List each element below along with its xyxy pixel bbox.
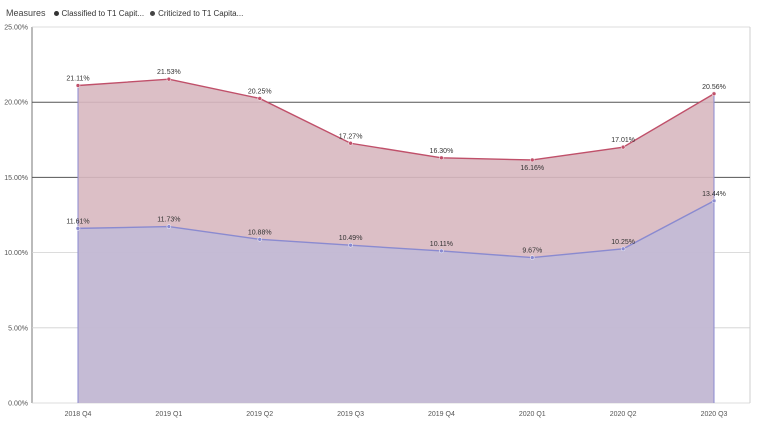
data-label: 16.16%	[520, 165, 544, 172]
data-point	[620, 246, 626, 252]
legend-dot-icon	[53, 10, 59, 16]
data-label: 16.30%	[430, 148, 454, 155]
series-area	[78, 200, 714, 403]
x-tick-label: 2019 Q2	[246, 411, 273, 418]
data-label: 21.11%	[66, 76, 89, 83]
y-axis: 0.00% 5.00% 10.00% 15.00% 20.00% 25.00%	[4, 25, 28, 408]
y-tick-label: 15.00%	[4, 175, 28, 182]
data-point	[711, 91, 717, 97]
y-tick-label: 0.00%	[8, 401, 28, 408]
data-label: 21.53%	[157, 69, 181, 76]
x-tick-label: 2019 Q1	[155, 411, 182, 418]
y-tick-label: 20.00%	[4, 100, 28, 107]
series-line	[77, 78, 715, 161]
data-labels: 21.11% 21.53% 20.25% 17.27% 16.30% 16.16% 17.0…	[66, 69, 725, 254]
data-label: 17.27%	[339, 133, 363, 140]
data-point	[75, 83, 81, 88]
legend-dot-icon	[150, 10, 156, 16]
y-tick-label: 10.00%	[4, 250, 28, 257]
data-label: 17.01%	[611, 137, 635, 144]
data-point	[439, 248, 444, 254]
x-tick-label: 2020 Q3	[701, 411, 728, 418]
x-axis: 2018 Q4 2019 Q1 2019 Q2 2019 Q3 2019 Q4 2020 …	[65, 411, 728, 418]
data-point	[257, 96, 262, 101]
data-point	[530, 157, 535, 163]
legend-label-criticized: Criticized to T1 Capita...	[158, 8, 244, 18]
legend-title: Measures	[6, 8, 46, 18]
line-series	[77, 78, 715, 403]
x-tick-label: 2019 Q3	[337, 411, 364, 418]
x-tick-label: 2018 Q4	[65, 411, 92, 418]
data-point	[348, 242, 353, 248]
y-tick-label: 25.00%	[4, 25, 28, 32]
data-points	[75, 76, 717, 260]
data-point	[530, 255, 535, 260]
data-point	[348, 141, 353, 146]
data-label: 11.61%	[66, 218, 89, 225]
data-label: 20.56%	[702, 84, 726, 91]
chart-legend: Measures Classified to T1 Capit... Criti…	[6, 6, 243, 20]
data-point	[257, 237, 262, 242]
data-label: 10.11%	[430, 241, 453, 248]
data-point	[439, 155, 444, 161]
data-label: 10.25%	[611, 239, 635, 246]
x-tick-label: 2019 Q4	[428, 411, 455, 418]
data-point	[166, 76, 172, 82]
legend-item-classified[interactable]: Classified to T1 Capit...	[53, 8, 145, 18]
data-label: 10.88%	[248, 229, 272, 236]
data-point	[75, 226, 81, 231]
data-point	[711, 198, 717, 204]
area-series	[78, 79, 714, 404]
data-label: 11.73%	[157, 217, 180, 224]
x-tick-label: 2020 Q1	[519, 411, 546, 418]
series-line	[77, 200, 715, 259]
data-label: 10.49%	[339, 235, 363, 242]
legend-item-criticized[interactable]: Criticized to T1 Capita...	[150, 9, 243, 18]
data-label: 9.67%	[522, 248, 542, 255]
data-point	[166, 224, 172, 229]
data-point	[620, 144, 626, 150]
x-tick-label: 2020 Q2	[610, 411, 637, 418]
data-label: 20.25%	[248, 88, 272, 95]
data-label: 13.44%	[702, 191, 726, 198]
y-tick-label: 5.00%	[8, 325, 28, 332]
legend-label-classified: Classified to T1 Capit...	[61, 8, 145, 18]
